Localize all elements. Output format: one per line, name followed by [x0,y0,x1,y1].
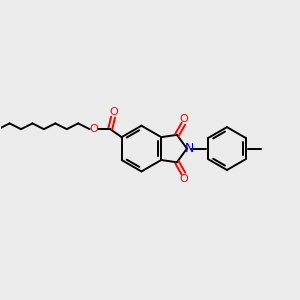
Text: O: O [109,107,118,117]
Text: N: N [185,142,194,155]
Text: O: O [90,124,99,134]
Text: O: O [179,114,188,124]
Text: O: O [179,174,188,184]
